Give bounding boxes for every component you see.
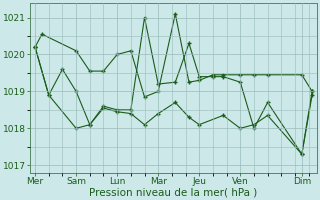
X-axis label: Pression niveau de la mer( hPa ): Pression niveau de la mer( hPa ) [90, 187, 258, 197]
